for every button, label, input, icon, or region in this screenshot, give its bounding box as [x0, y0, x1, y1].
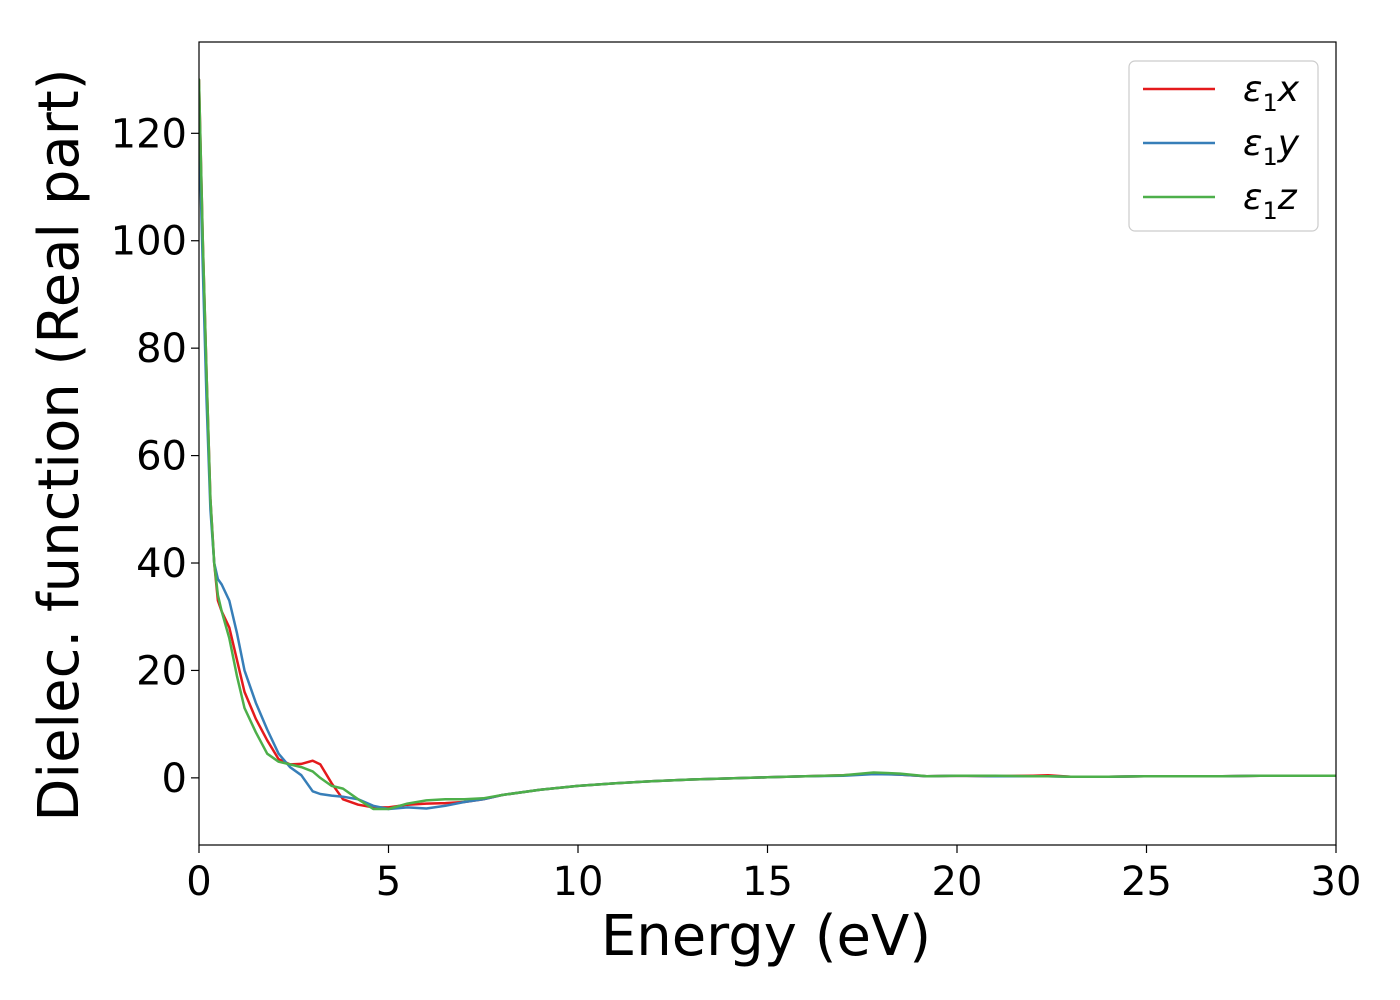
x-tick-label: 25	[1121, 859, 1172, 905]
y-tick-label: 120	[111, 111, 187, 157]
legend: ε1x ε1y ε1z	[1128, 60, 1319, 232]
x-tick-label: 30	[1311, 859, 1362, 905]
axes-layer: 0 5 10 15 20 25 30 0 20 40 60 80 100 120	[111, 41, 1362, 905]
legend-label-z: ε1z	[1243, 177, 1298, 225]
x-tick-label: 15	[742, 859, 793, 905]
x-tick-label: 20	[932, 859, 983, 905]
x-tick-label: 10	[553, 859, 604, 905]
y-tick-label: 40	[136, 541, 187, 587]
y-tick-label: 60	[136, 434, 187, 480]
x-tick-label: 5	[376, 859, 401, 905]
y-tick-label: 0	[162, 756, 187, 802]
legend-box	[1128, 60, 1319, 232]
series-layer	[199, 78, 1336, 811]
y-tick-label: 80	[136, 326, 187, 372]
series-line-z	[199, 78, 1336, 811]
legend-label-y: ε1y	[1243, 123, 1300, 171]
x-axis-title: Energy (eV)	[601, 904, 931, 969]
y-tick-label: 20	[136, 648, 187, 694]
legend-label-x: ε1x	[1243, 69, 1300, 117]
y-axis-title: Dielec. function (Real part)	[27, 68, 92, 821]
x-tick-label: 0	[186, 859, 211, 905]
y-tick-label: 100	[111, 219, 187, 265]
